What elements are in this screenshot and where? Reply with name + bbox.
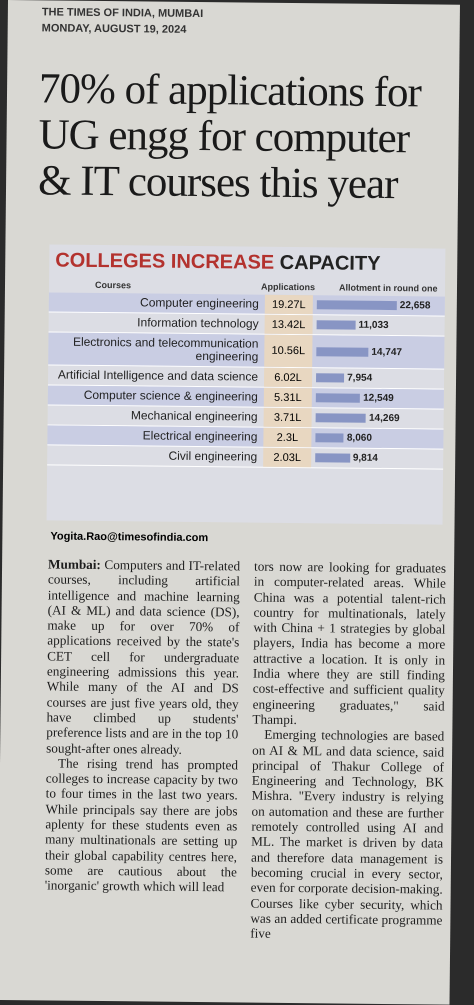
bar-cell: 22,658 xyxy=(313,299,445,311)
paragraph: Emerging technologies are based on AI & … xyxy=(250,726,445,941)
bar-cell: 8,060 xyxy=(311,432,443,444)
headline: 70% of applications for UG engg for comp… xyxy=(37,65,422,209)
bar-cell: 7,954 xyxy=(312,372,444,384)
course-name: Computer science & engineering xyxy=(83,387,258,404)
applications: 2.03L xyxy=(263,447,312,468)
byline: Yogita.Rao@timesofindia.com xyxy=(50,530,209,545)
allotment-bar xyxy=(315,433,344,443)
allotment-label: 8,060 xyxy=(346,432,372,444)
paragraph-text: The rising trend has prompted colleges t… xyxy=(44,755,239,895)
title-right: CAPACITY xyxy=(279,251,381,275)
course-name: Information technology xyxy=(137,315,259,331)
paragraph: The rising trend has prompted colleges t… xyxy=(45,755,238,895)
allotment-label: 14,269 xyxy=(368,412,400,425)
title-left: COLLEGES INCREASE xyxy=(55,249,275,274)
bar-cell: 9,814 xyxy=(311,452,443,464)
graphic-title: COLLEGES INCREASE CAPACITY xyxy=(49,244,445,280)
table-row: Civil engineering 2.03L 9,814 xyxy=(47,445,444,470)
allotment-bar xyxy=(316,373,345,383)
allotment-bar xyxy=(316,320,356,330)
allotment-label: 9,814 xyxy=(352,452,378,464)
course-name: Electronics and telecommunication engine… xyxy=(72,334,259,364)
applications: 5.31L xyxy=(263,387,312,408)
header-cell: Allotment in round one xyxy=(338,282,438,294)
bar-cell: 11,033 xyxy=(313,319,445,331)
paragraph-text: Computers and IT-related courses, includ… xyxy=(46,557,241,757)
applications: 6.02L xyxy=(263,367,313,388)
masthead: THE TIMES OF INDIA, MUMBAI xyxy=(41,6,204,21)
newspaper-page: THE TIMES OF INDIA, MUMBAI MONDAY, AUGUS… xyxy=(0,0,460,1005)
dateline: Mumbai: xyxy=(48,556,101,573)
allotment-label: 22,658 xyxy=(399,300,431,312)
table-row: Electronics and telecommunication engine… xyxy=(48,332,445,370)
infographic: COLLEGES INCREASE CAPACITY Courses Appli… xyxy=(46,244,446,525)
allotment-label: 12,549 xyxy=(363,392,394,405)
applications: 19.27L xyxy=(264,294,313,315)
applications: 13.42L xyxy=(264,314,313,335)
allotment-bar xyxy=(316,300,397,311)
applications: 2.3L xyxy=(263,427,312,448)
allotment-bar xyxy=(315,393,361,403)
allotment-bar xyxy=(315,453,350,463)
course-name: Computer engineering xyxy=(140,295,259,311)
paragraph: Mumbai: Computers and IT-related courses… xyxy=(46,556,240,757)
course-name: Artificial Intelligence and data science xyxy=(57,367,259,384)
allotment-label: 7,954 xyxy=(347,372,373,384)
paragraph: tors now are looking for graduates in co… xyxy=(252,558,447,728)
allotment-label: 11,033 xyxy=(358,319,389,332)
allotment-label: 14,747 xyxy=(371,346,403,358)
table-body: Computer engineering 19.27L 22,658 Informat… xyxy=(47,292,445,470)
allotment-bar xyxy=(316,346,369,357)
allotment-bar xyxy=(315,413,367,423)
course-name: Electrical engineering xyxy=(142,428,258,444)
bar-cell: 14,747 xyxy=(312,346,444,358)
applications: 3.71L xyxy=(263,407,312,428)
header-cell: Courses xyxy=(94,279,132,291)
course-name: Civil engineering xyxy=(168,448,258,464)
article-column: tors now are looking for graduates in co… xyxy=(250,558,447,1001)
applications: 10.56L xyxy=(264,334,313,368)
header-cell: Applications xyxy=(260,281,316,293)
bar-cell: 14,269 xyxy=(312,412,444,424)
date: MONDAY, AUGUST 19, 2024 xyxy=(41,22,187,36)
bar-cell: 12,549 xyxy=(312,392,444,404)
course-name: Mechanical engineering xyxy=(130,408,258,424)
article-column: Mumbai: Computers and IT-related courses… xyxy=(44,556,241,998)
